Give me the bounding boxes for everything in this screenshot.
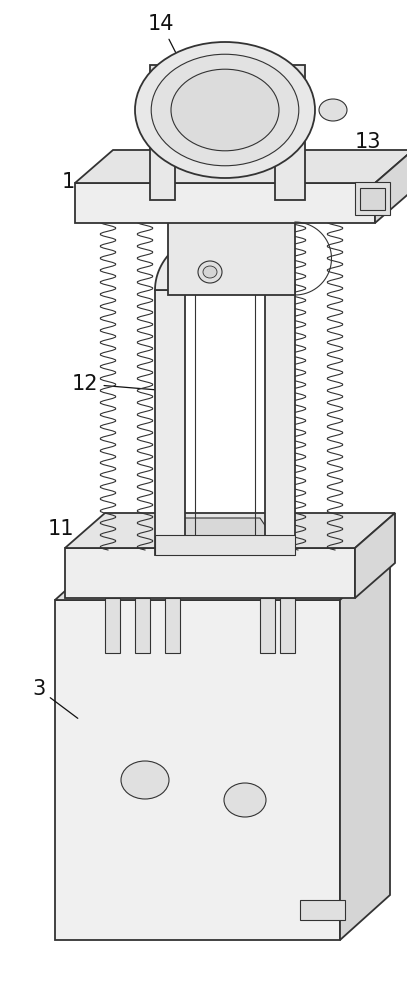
Ellipse shape xyxy=(121,761,169,799)
Polygon shape xyxy=(300,900,345,920)
Polygon shape xyxy=(260,598,275,653)
Polygon shape xyxy=(280,598,295,653)
Polygon shape xyxy=(75,183,375,223)
Ellipse shape xyxy=(151,54,299,166)
Polygon shape xyxy=(265,290,295,555)
Polygon shape xyxy=(165,598,180,653)
Ellipse shape xyxy=(203,266,217,278)
Text: 11: 11 xyxy=(48,519,118,559)
Polygon shape xyxy=(75,150,407,183)
Polygon shape xyxy=(65,548,355,598)
Ellipse shape xyxy=(135,42,315,178)
Polygon shape xyxy=(155,231,295,290)
Polygon shape xyxy=(150,65,305,90)
Polygon shape xyxy=(162,518,275,540)
Polygon shape xyxy=(105,598,120,653)
Polygon shape xyxy=(55,555,390,600)
Text: 1: 1 xyxy=(62,172,107,204)
Polygon shape xyxy=(360,188,385,210)
Text: 3: 3 xyxy=(32,679,78,718)
Polygon shape xyxy=(375,150,407,223)
Text: 12: 12 xyxy=(72,374,155,394)
Polygon shape xyxy=(65,513,395,548)
Polygon shape xyxy=(168,222,295,295)
Ellipse shape xyxy=(319,99,347,121)
Text: 15: 15 xyxy=(229,214,262,263)
Polygon shape xyxy=(155,290,185,555)
Polygon shape xyxy=(340,555,390,940)
Polygon shape xyxy=(355,513,395,598)
Polygon shape xyxy=(55,600,340,940)
Ellipse shape xyxy=(198,261,222,283)
Text: 14: 14 xyxy=(148,14,181,63)
Ellipse shape xyxy=(171,69,279,151)
Polygon shape xyxy=(355,182,390,215)
Ellipse shape xyxy=(224,783,266,817)
Polygon shape xyxy=(150,85,175,200)
Polygon shape xyxy=(135,598,150,653)
Polygon shape xyxy=(155,535,295,555)
Polygon shape xyxy=(275,85,305,200)
Text: 13: 13 xyxy=(355,132,381,182)
